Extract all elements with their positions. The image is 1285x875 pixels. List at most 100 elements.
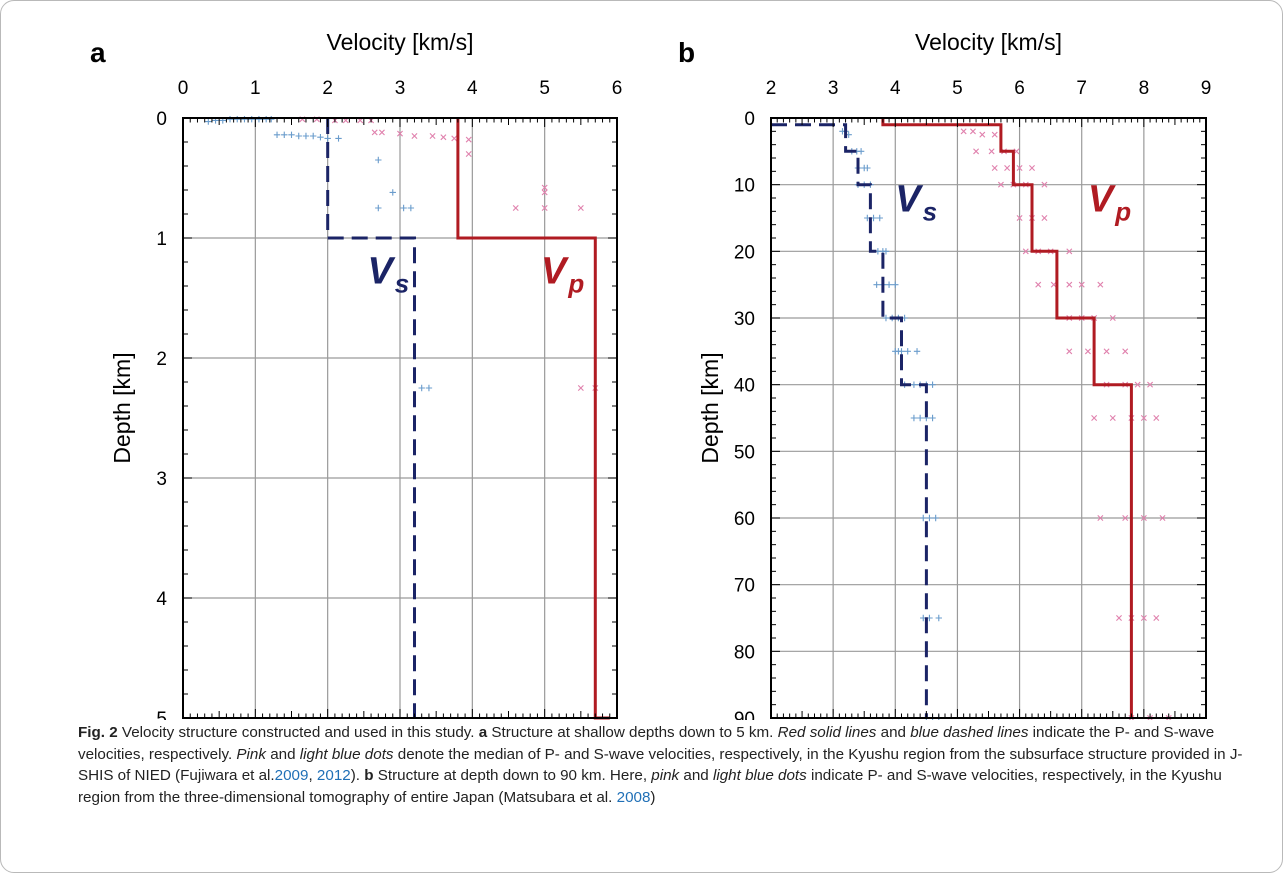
x-axis-label: Velocity [km/s]	[915, 29, 1062, 55]
vs-median-dot	[920, 514, 927, 522]
vs-median-dot	[241, 116, 248, 123]
caption-text: Structure at depth down to 90 km. Here,	[377, 767, 648, 784]
vs-median-dot	[864, 164, 871, 172]
vp-median-dot	[411, 133, 418, 139]
vp-annotation: Vp	[1088, 178, 1131, 226]
caption-text: indicate the P- and S-wave velocities, r…	[78, 724, 1215, 763]
panel-label: a	[90, 37, 106, 68]
x-tick-label: 2	[766, 78, 777, 99]
vp-median-dot	[997, 181, 1004, 188]
y-axis-label: Depth [km]	[697, 352, 723, 463]
x-tick-label: 3	[828, 78, 839, 99]
vs-median-dot	[268, 116, 275, 123]
caption-text: )	[650, 788, 656, 806]
vp-median-dot	[1091, 415, 1098, 421]
vs-median-dot	[407, 204, 415, 212]
vp-model-line	[456, 118, 610, 720]
reference-link[interactable]: 2012	[316, 767, 351, 784]
y-tick-label: 5	[156, 709, 167, 720]
y-tick-label: 3	[156, 469, 167, 490]
vs-median-dot	[234, 116, 241, 123]
vp-median-dot	[1109, 415, 1116, 421]
vs-median-dot	[882, 314, 890, 322]
vp-median-dot	[1153, 415, 1160, 421]
vp-median-dot	[512, 205, 519, 211]
vp-median-dot	[541, 184, 548, 191]
vs-median-dot	[226, 116, 234, 123]
vp-median-dot	[1116, 615, 1122, 621]
vp-annotation: Vp	[541, 251, 584, 299]
vs-median-dot	[317, 134, 324, 141]
vs-median-dot	[913, 348, 921, 355]
reference-link[interactable]: 2009	[274, 767, 309, 784]
caption-text: ,	[308, 767, 313, 784]
y-axis-label: Depth [km]	[109, 352, 135, 463]
vs-median-dot	[255, 116, 263, 123]
caption-emphasis: blue dashed lines	[910, 724, 1029, 741]
vp-median-dot	[1147, 381, 1154, 388]
y-tick-label: 40	[734, 376, 755, 397]
vs-median-dot	[389, 189, 396, 196]
caption-text: and	[880, 724, 906, 741]
caption-text: indicate P- and S-wave velocities, respe…	[78, 767, 1222, 806]
vp-median-dot	[429, 133, 436, 139]
vp-median-dot	[577, 385, 584, 391]
y-tick-label: 10	[734, 176, 755, 197]
vp-median-dot	[1035, 281, 1042, 288]
caption-text: and	[270, 745, 296, 763]
figure-caption: Fig. 2 Velocity structure constructed an…	[78, 722, 1268, 808]
x-tick-label: 6	[612, 78, 623, 99]
panel-a: 0 1 2 3 4 5 6 0 1 2 3 4 5 Velocity [km/s] Depth [km] a V…	[90, 29, 622, 720]
vs-median-dot	[882, 248, 890, 255]
vp-median-dot	[979, 131, 986, 138]
x-tick-label: 9	[1201, 78, 1212, 99]
vp-median-dot	[1041, 181, 1048, 188]
y-tick-label: 4	[156, 589, 167, 610]
y-tick-label: 50	[734, 442, 755, 463]
vs-median-dot	[910, 414, 918, 422]
vs-annotation: Vs	[367, 251, 409, 299]
vp-median-dot	[1004, 165, 1011, 171]
caption-text: and	[683, 767, 709, 784]
vp-median-dot	[1097, 281, 1104, 288]
vp-median-dot	[541, 189, 548, 196]
vp-median-dot	[1016, 215, 1023, 221]
vs-median-dot	[898, 348, 905, 355]
vp-median-dot	[397, 130, 403, 137]
caption-figure-label: Fig. 2	[78, 724, 118, 741]
y-tick-label: 90	[734, 709, 755, 720]
vs-median-dot	[916, 414, 924, 422]
x-tick-label: 4	[467, 78, 478, 99]
vs-median-dot	[873, 281, 880, 288]
vp-median-dot	[1122, 348, 1129, 355]
vs-median-dot	[288, 131, 295, 138]
caption-emphasis: light	[712, 767, 741, 784]
vp-median-dot	[1140, 615, 1147, 621]
y-tick-label: 0	[156, 109, 167, 130]
vs-median-dot	[885, 281, 893, 288]
y-tick-label: 70	[734, 576, 755, 597]
vs-median-dot	[335, 135, 342, 142]
vp-median-dot	[1140, 415, 1147, 421]
vs-median-dot	[310, 132, 317, 140]
vp-median-dot	[1140, 515, 1147, 521]
vp-median-dot	[1016, 165, 1023, 171]
vs-median-dot	[400, 204, 407, 212]
vp-median-dot	[1109, 315, 1116, 321]
vp-median-dot	[541, 205, 548, 211]
vs-median-dot	[935, 614, 942, 622]
y-tick-label: 0	[744, 109, 755, 130]
reference-link[interactable]: 2008	[616, 788, 651, 806]
vs-median-dot	[205, 118, 212, 125]
vp-median-dot	[1041, 215, 1048, 221]
vs-median-dot	[248, 116, 255, 123]
vp-median-dot	[465, 136, 472, 143]
vs-median-dot	[425, 384, 433, 392]
y-tick-label: 60	[734, 509, 755, 530]
vp-median-dot	[451, 135, 458, 142]
caption-text: Structure at shallow depths down to 5 km…	[491, 724, 774, 741]
caption-emphasis: blue dots	[745, 767, 807, 784]
